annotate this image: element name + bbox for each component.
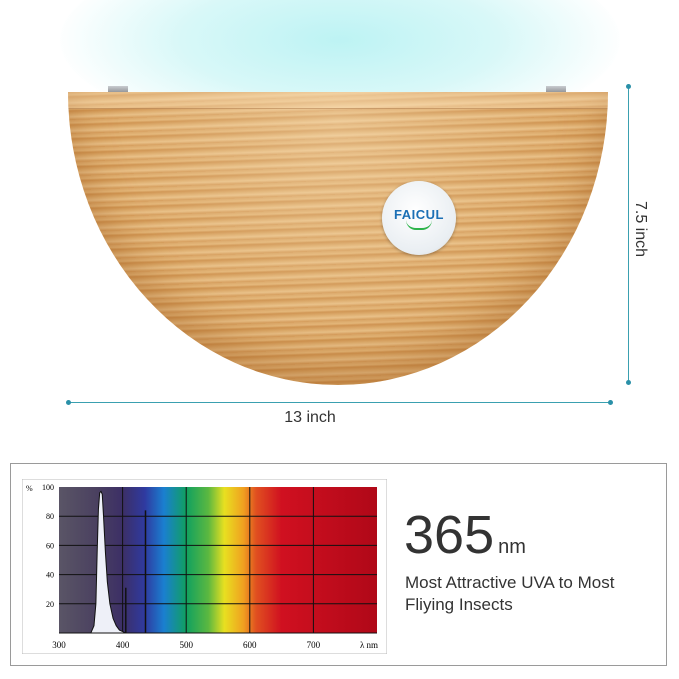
width-label: 13 inch bbox=[284, 409, 336, 426]
wavelength-value: 365 nm bbox=[404, 508, 526, 562]
dimension-endpoint bbox=[608, 400, 613, 405]
wood-lamp-body bbox=[68, 92, 608, 385]
x-tick-label: 700 bbox=[307, 640, 321, 650]
dimension-endpoint bbox=[626, 380, 631, 385]
height-label: 7.5 inch bbox=[632, 200, 649, 258]
y-tick-label: 100 bbox=[42, 483, 54, 492]
right-clip bbox=[546, 86, 566, 93]
lamp-rim bbox=[68, 92, 608, 109]
x-tick-label: 600 bbox=[243, 640, 257, 650]
description-line-2: Fliying Insects bbox=[405, 595, 513, 614]
dimension-endpoint bbox=[66, 400, 71, 405]
width-dimension-line bbox=[68, 402, 610, 403]
description-line-1: Most Attractive UVA to Most bbox=[405, 573, 615, 592]
y-axis-label: % bbox=[26, 484, 33, 493]
emission-peak bbox=[90, 490, 126, 634]
dimension-endpoint bbox=[626, 84, 631, 89]
logo-smile-icon bbox=[406, 220, 432, 230]
spectrum-chart: 300 400 500 600 700 λ nm 100 80 60 40 20% bbox=[22, 479, 387, 654]
y-tick-label: 60 bbox=[46, 541, 54, 550]
x-axis-label: λ nm bbox=[360, 640, 378, 650]
logo-text: FAICUL bbox=[394, 206, 444, 222]
height-dimension-line bbox=[628, 86, 629, 383]
wavelength-number: 365 bbox=[404, 505, 495, 565]
brand-logo: FAICUL bbox=[382, 181, 456, 255]
wavelength-unit: nm bbox=[498, 536, 526, 558]
y-tick-label: 40 bbox=[46, 571, 54, 580]
spectrum-background bbox=[59, 487, 377, 633]
y-tick-label: 80 bbox=[46, 512, 54, 521]
x-tick-label: 300 bbox=[52, 640, 66, 650]
x-tick-label: 400 bbox=[116, 640, 130, 650]
x-tick-label: 500 bbox=[179, 640, 193, 650]
spec-description: Most Attractive UVA to Most Fliying Inse… bbox=[405, 572, 665, 616]
left-clip bbox=[108, 86, 128, 93]
y-tick-label: 20 bbox=[46, 600, 54, 609]
